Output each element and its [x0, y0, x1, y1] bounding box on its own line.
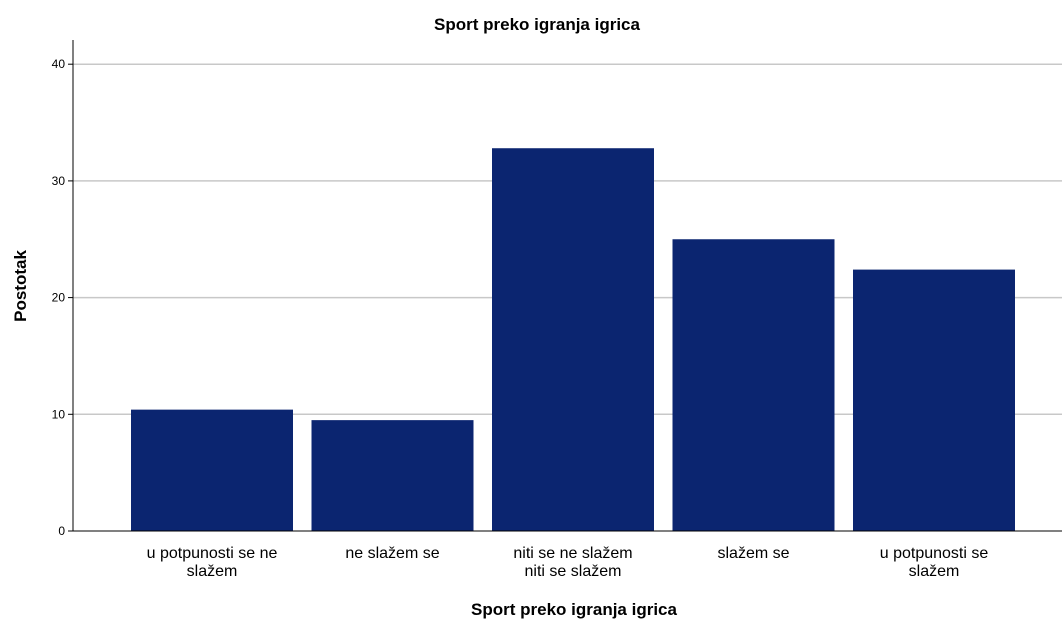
- y-tick-label: 40: [52, 57, 66, 71]
- y-tick-label: 30: [52, 174, 66, 188]
- chart-title: Sport preko igranja igrica: [434, 15, 640, 34]
- x-category-label: u potpunosti se slažem: [880, 545, 989, 580]
- x-category-label: ne slažem se: [345, 545, 439, 562]
- y-axis-ticks: 0 10 20 30 40: [52, 57, 73, 538]
- bar: [853, 269, 1015, 531]
- x-category-label: u potpunosti se ne slažem: [147, 545, 278, 580]
- x-axis-title: Sport preko igranja igrica: [471, 600, 677, 619]
- x-category-label-line: slažem se: [717, 545, 789, 562]
- x-category-label-line: slažem: [187, 563, 238, 580]
- x-category-label-line: niti se slažem: [525, 563, 622, 580]
- x-category-label-line: ne slažem se: [345, 545, 439, 562]
- y-tick-label: 0: [58, 524, 65, 538]
- y-tick-label: 10: [52, 407, 66, 421]
- x-category-label-line: u potpunosti se: [880, 545, 989, 562]
- bars: [131, 148, 1015, 531]
- bar: [311, 420, 474, 531]
- bar: [672, 239, 835, 531]
- bar: [131, 409, 293, 531]
- x-category-label: niti se ne slažem niti se slažem: [513, 545, 632, 580]
- x-category-label-line: slažem: [909, 563, 960, 580]
- x-category-label: slažem se: [717, 545, 789, 562]
- bar: [492, 148, 654, 531]
- x-category-label-line: niti se ne slažem: [513, 545, 632, 562]
- y-tick-label: 20: [52, 291, 66, 305]
- x-category-label-line: u potpunosti se ne: [147, 545, 278, 562]
- y-axis-title: Postotak: [11, 250, 30, 322]
